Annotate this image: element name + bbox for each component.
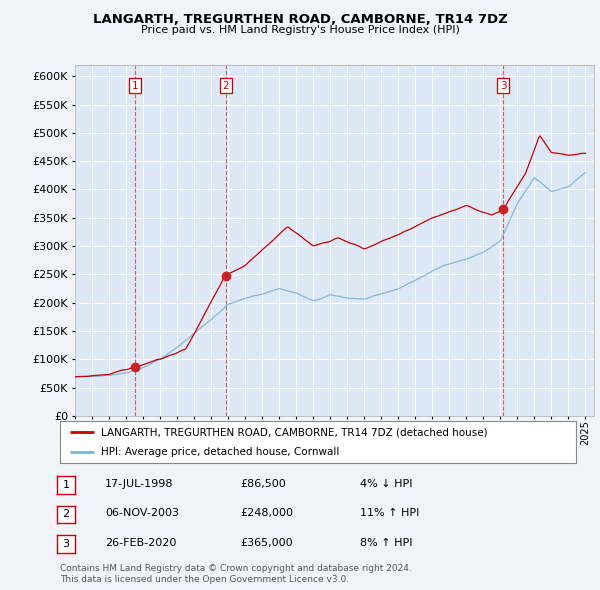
Text: HPI: Average price, detached house, Cornwall: HPI: Average price, detached house, Corn… (101, 447, 340, 457)
Text: £86,500: £86,500 (240, 479, 286, 489)
Text: This data is licensed under the Open Government Licence v3.0.: This data is licensed under the Open Gov… (60, 575, 349, 584)
Text: LANGARTH, TREGURTHEN ROAD, CAMBORNE, TR14 7DZ (detached house): LANGARTH, TREGURTHEN ROAD, CAMBORNE, TR1… (101, 427, 488, 437)
Text: Price paid vs. HM Land Registry's House Price Index (HPI): Price paid vs. HM Land Registry's House … (140, 25, 460, 35)
Text: LANGARTH, TREGURTHEN ROAD, CAMBORNE, TR14 7DZ: LANGARTH, TREGURTHEN ROAD, CAMBORNE, TR1… (92, 13, 508, 26)
Text: 11% ↑ HPI: 11% ↑ HPI (360, 509, 419, 518)
Text: 8% ↑ HPI: 8% ↑ HPI (360, 538, 413, 548)
Text: 2: 2 (222, 81, 229, 91)
Text: 3: 3 (62, 539, 70, 549)
Text: 17-JUL-1998: 17-JUL-1998 (105, 479, 173, 489)
Text: 2: 2 (62, 510, 70, 519)
Text: 26-FEB-2020: 26-FEB-2020 (105, 538, 176, 548)
Text: £365,000: £365,000 (240, 538, 293, 548)
Text: 06-NOV-2003: 06-NOV-2003 (105, 509, 179, 518)
Text: 3: 3 (500, 81, 506, 91)
Text: 4% ↓ HPI: 4% ↓ HPI (360, 479, 413, 489)
Text: 1: 1 (132, 81, 139, 91)
Text: £248,000: £248,000 (240, 509, 293, 518)
Text: Contains HM Land Registry data © Crown copyright and database right 2024.: Contains HM Land Registry data © Crown c… (60, 565, 412, 573)
Text: 1: 1 (62, 480, 70, 490)
